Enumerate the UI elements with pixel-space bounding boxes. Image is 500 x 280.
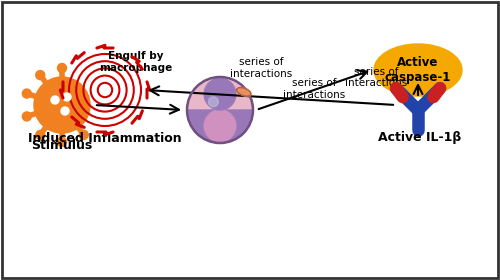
Circle shape: [63, 93, 71, 101]
Text: Engulf by
macrophage: Engulf by macrophage: [100, 52, 172, 73]
Circle shape: [79, 71, 88, 80]
Circle shape: [204, 110, 236, 142]
Text: series of
interactions: series of interactions: [230, 57, 292, 79]
Circle shape: [208, 97, 218, 107]
Text: Active
caspase-1: Active caspase-1: [385, 56, 451, 84]
Circle shape: [61, 107, 69, 115]
Circle shape: [58, 64, 66, 73]
Circle shape: [36, 130, 45, 139]
Circle shape: [92, 112, 102, 121]
Wedge shape: [187, 110, 253, 143]
Ellipse shape: [236, 88, 251, 96]
Circle shape: [22, 112, 32, 121]
Circle shape: [92, 89, 102, 98]
Wedge shape: [187, 77, 253, 110]
Circle shape: [187, 77, 253, 143]
Circle shape: [67, 52, 143, 128]
Circle shape: [79, 130, 88, 139]
Ellipse shape: [374, 44, 462, 96]
Text: Induced Inflammation: Induced Inflammation: [28, 132, 182, 144]
Text: Stimulus: Stimulus: [32, 139, 92, 151]
Text: Active IL-1β: Active IL-1β: [378, 130, 462, 144]
Circle shape: [22, 89, 32, 98]
Circle shape: [58, 137, 66, 146]
Circle shape: [51, 96, 59, 104]
Circle shape: [204, 78, 236, 110]
Circle shape: [36, 71, 45, 80]
Text: series of
interactions: series of interactions: [283, 78, 345, 100]
Text: series of
interactions: series of interactions: [345, 67, 407, 88]
Circle shape: [34, 77, 90, 133]
